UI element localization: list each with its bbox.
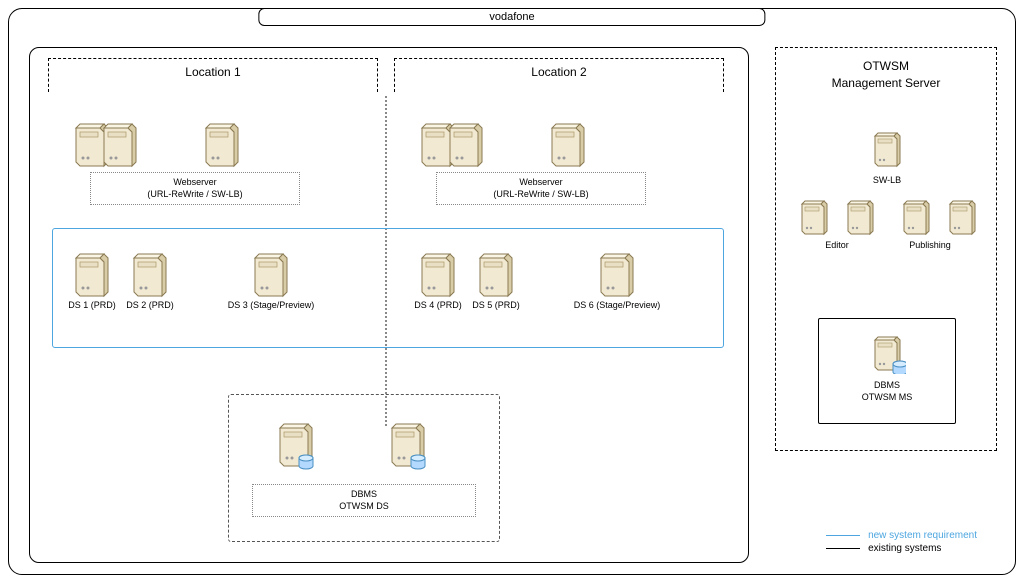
dbms-ds-caption: DBMS OTWSM DS <box>252 484 476 517</box>
loc1-webserver-row <box>66 118 248 168</box>
dbms-ms-caption: DBMS OTWSM MS <box>818 380 956 403</box>
server-icon <box>196 118 248 168</box>
server-icon: DS 1 (PRD) <box>66 248 118 310</box>
diagram-title: vodafone <box>258 8 765 26</box>
caption-line: DBMS <box>818 380 956 392</box>
diagram-frame: vodafone Location 1 Location 2 Webserver… <box>8 8 1016 575</box>
loc2-webserver-caption: Webserver (URL-ReWrite / SW-LB) <box>436 172 646 205</box>
loc1-ds-row: DS 1 (PRD) DS 2 (PRD) DS 3 (Stage/Previe… <box>66 248 316 310</box>
ds-label: DS 1 (PRD) <box>66 300 118 310</box>
loc1-webserver-caption: Webserver (URL-ReWrite / SW-LB) <box>90 172 300 205</box>
server-icon <box>94 118 146 168</box>
server-with-db-icon <box>382 418 434 468</box>
server-icon <box>794 196 834 236</box>
publishing-label: Publishing <box>880 240 980 250</box>
server-icon <box>840 196 880 236</box>
server-icon: DS 4 (PRD) <box>412 248 464 310</box>
caption-line: OTWSM MS <box>818 392 956 404</box>
caption-line: Webserver <box>91 177 299 189</box>
caption-line: Webserver <box>437 177 645 189</box>
loc2-webserver-row <box>412 118 594 168</box>
server-icon <box>440 118 492 168</box>
mgmt-title-line: OTWSM <box>776 58 996 75</box>
location-2-header: Location 2 <box>394 58 724 92</box>
ds-label: DS 6 (Stage/Preview) <box>572 300 662 310</box>
server-icon: DS 5 (PRD) <box>470 248 522 310</box>
legend-label: new system requirement <box>868 530 977 541</box>
dbms-ds-box <box>228 394 500 542</box>
swlb-server: SW-LB <box>870 128 904 185</box>
caption-line: OTWSM DS <box>253 501 475 513</box>
server-icon <box>896 196 936 236</box>
legend: new system requirement existing systems <box>826 528 977 554</box>
dbms-ds-servers <box>270 418 434 468</box>
legend-swatch-blue <box>826 535 860 536</box>
ds-label: DS 3 (Stage/Preview) <box>226 300 316 310</box>
mgmt-title: OTWSM Management Server <box>776 58 996 92</box>
mgmt-server-row <box>794 196 982 236</box>
caption-line: DBMS <box>253 489 475 501</box>
legend-swatch-black <box>826 548 860 549</box>
caption-line: (URL-ReWrite / SW-LB) <box>91 189 299 201</box>
ds-label: DS 2 (PRD) <box>124 300 176 310</box>
legend-row-new: new system requirement <box>826 530 977 541</box>
server-icon: DS 2 (PRD) <box>124 248 176 310</box>
locations-panel: Location 1 Location 2 Webserver (URL-ReW… <box>29 47 749 563</box>
server-with-db-icon <box>270 418 322 468</box>
server-icon: DS 6 (Stage/Preview) <box>572 248 662 310</box>
ds-label: DS 5 (PRD) <box>470 300 522 310</box>
mgmt-title-line: Management Server <box>776 75 996 92</box>
editor-label: Editor <box>794 240 880 250</box>
dbms-ms-server <box>870 332 904 377</box>
server-icon: DS 3 (Stage/Preview) <box>226 248 316 310</box>
mgmt-row-labels: Editor Publishing <box>794 240 980 250</box>
swlb-label: SW-LB <box>870 175 904 185</box>
legend-label: existing systems <box>868 543 941 554</box>
location-1-header: Location 1 <box>48 58 378 92</box>
caption-line: (URL-ReWrite / SW-LB) <box>437 189 645 201</box>
server-icon <box>542 118 594 168</box>
mgmt-panel: OTWSM Management Server SW-LB Editor Pub… <box>775 47 997 451</box>
loc2-ds-row: DS 4 (PRD) DS 5 (PRD) DS 6 (Stage/Previe… <box>412 248 662 310</box>
ds-label: DS 4 (PRD) <box>412 300 464 310</box>
server-icon <box>942 196 982 236</box>
legend-row-existing: existing systems <box>826 543 977 554</box>
